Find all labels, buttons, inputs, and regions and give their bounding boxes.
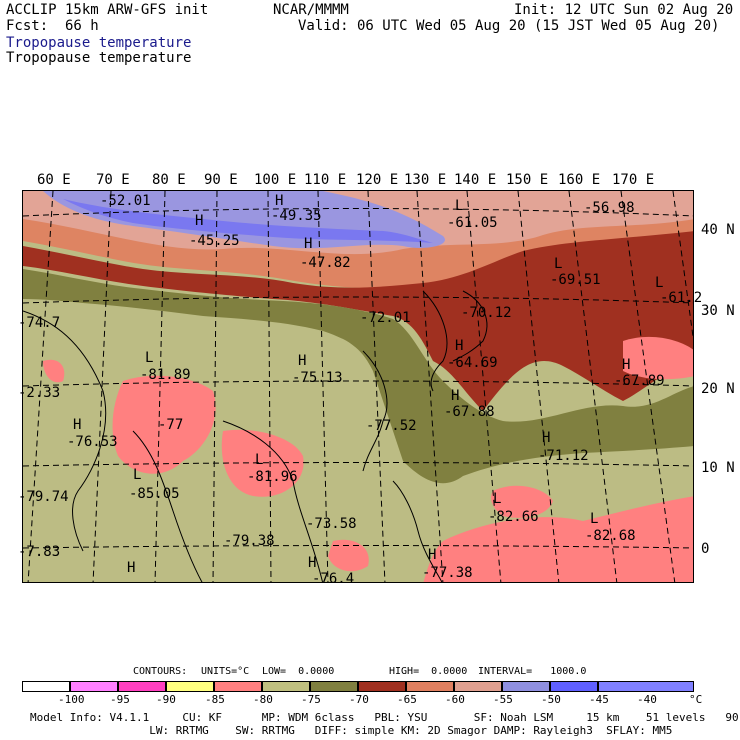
lon-label: 70 E bbox=[96, 172, 130, 188]
lon-label: 170 E bbox=[612, 172, 655, 188]
model-info-line2: LW: RRTMG SW: RRTMG DIFF: simple KM: 2D … bbox=[30, 724, 673, 737]
legend-swatch bbox=[70, 681, 118, 692]
graticule bbox=[23, 191, 693, 582]
legend-label: -85 bbox=[205, 693, 225, 706]
contours-units: UNITS=°C bbox=[201, 666, 250, 677]
legend-swatch bbox=[550, 681, 598, 692]
contours-interval: INTERVAL= 1000.0 bbox=[478, 666, 587, 677]
lat-label: 40 N bbox=[701, 222, 735, 238]
band-khaki-land bbox=[23, 303, 393, 576]
field-title-secondary: Tropopause temperature bbox=[6, 50, 192, 66]
legend-label: -60 bbox=[445, 693, 465, 706]
fcst-value: 66 h bbox=[65, 18, 99, 34]
map-svg bbox=[23, 191, 693, 582]
lon-label: 90 E bbox=[204, 172, 238, 188]
band-olive bbox=[23, 269, 693, 484]
lon-label: 120 E bbox=[356, 172, 399, 188]
lon-label: 110 E bbox=[304, 172, 347, 188]
legend-swatch bbox=[598, 681, 694, 692]
lat-label: 0 bbox=[701, 541, 710, 557]
org-label: NCAR/MMMM bbox=[273, 2, 349, 18]
lon-label: 60 E bbox=[37, 172, 71, 188]
band-red bbox=[23, 231, 693, 411]
valid-time: Valid: 06 UTC Wed 05 Aug 20 (15 JST Wed … bbox=[298, 18, 720, 34]
legend-label: -50 bbox=[541, 693, 561, 706]
legend-swatch bbox=[406, 681, 454, 692]
lat-label: 10 N bbox=[701, 460, 735, 476]
legend-label: -70 bbox=[349, 693, 369, 706]
fcst-label: Fcst: bbox=[6, 18, 49, 34]
model-info-line1: Model Info: V4.1.1 CU: KF MP: WDM 6class… bbox=[30, 711, 740, 724]
field-title-primary: Tropopause temperature bbox=[6, 35, 192, 51]
legend-swatch bbox=[262, 681, 310, 692]
legend-label: -45 bbox=[589, 693, 609, 706]
legend-swatch bbox=[358, 681, 406, 692]
legend-label: -55 bbox=[493, 693, 513, 706]
lon-label: 80 E bbox=[152, 172, 186, 188]
legend-swatch bbox=[118, 681, 166, 692]
contours-label: CONTOURS: bbox=[133, 666, 188, 677]
lat-label: 20 N bbox=[701, 381, 735, 397]
legend-label: -90 bbox=[156, 693, 176, 706]
legend-swatch bbox=[310, 681, 358, 692]
lon-label: 130 E bbox=[404, 172, 447, 188]
contours-high: HIGH= 0.0000 bbox=[389, 666, 468, 677]
contours-low: LOW= 0.0000 bbox=[262, 666, 335, 677]
lon-label: 160 E bbox=[558, 172, 601, 188]
lon-label: 140 E bbox=[454, 172, 497, 188]
lon-label: 100 E bbox=[254, 172, 297, 188]
model-title: ACCLIP 15km ARW-GFS init bbox=[6, 2, 209, 18]
legend-label: -65 bbox=[397, 693, 417, 706]
lon-label: 150 E bbox=[506, 172, 549, 188]
map-panel bbox=[22, 190, 694, 583]
coastlines bbox=[23, 290, 488, 582]
legend-label: -40 bbox=[637, 693, 657, 706]
init-time: Init: 12 UTC Sun 02 Aug 20 bbox=[514, 2, 734, 18]
lat-label: 30 N bbox=[701, 303, 735, 319]
legend-swatch bbox=[22, 681, 70, 692]
legend-swatch bbox=[454, 681, 502, 692]
band-pink bbox=[43, 336, 693, 582]
legend-label: -80 bbox=[253, 693, 273, 706]
legend-units-label: °C bbox=[689, 693, 703, 706]
legend-label: -75 bbox=[301, 693, 321, 706]
legend-swatch bbox=[166, 681, 214, 692]
legend-label: -100 bbox=[58, 693, 85, 706]
legend-label: -95 bbox=[110, 693, 130, 706]
legend-swatch bbox=[502, 681, 550, 692]
legend-swatch bbox=[214, 681, 262, 692]
band-purple bbox=[63, 199, 433, 243]
